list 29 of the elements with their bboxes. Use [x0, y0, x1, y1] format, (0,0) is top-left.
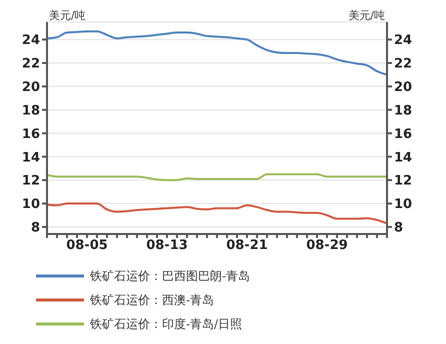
y2-tick-label: 20 — [394, 80, 412, 96]
y2-tick-label: 18 — [394, 103, 412, 118]
line-series — [46, 30, 388, 76]
y-tick-label: 18 — [22, 103, 40, 118]
y2-tick-label: 24 — [394, 33, 412, 48]
y-tick-label: 16 — [22, 126, 40, 142]
legend-label: 铁矿石运价：印度-青岛/日照 — [90, 316, 242, 332]
y-tick-label: 14 — [22, 150, 40, 166]
x-tick-label: 08-13 — [146, 238, 188, 254]
y2-tick-label: 8 — [394, 220, 404, 236]
y-tick-label: 10 — [22, 197, 40, 212]
y-tick-label: 20 — [22, 80, 40, 96]
y2-tick-label: 16 — [394, 126, 412, 142]
y-tick-label: 8 — [30, 220, 40, 236]
line-series — [46, 202, 388, 224]
y2-axis-title: 美元/吨 — [348, 9, 385, 22]
y2-tick-label: 22 — [394, 56, 412, 72]
x-tick-label: 08-29 — [306, 238, 348, 254]
x-tick-label: 08-21 — [226, 238, 268, 254]
y-axis-title: 美元/吨 — [49, 9, 86, 22]
y2-tick-label: 12 — [394, 174, 412, 189]
legend-label: 铁矿石运价：西澳-青岛 — [90, 292, 214, 308]
y2-tick-label: 10 — [394, 197, 412, 212]
y-tick-label: 24 — [22, 33, 40, 48]
y2-tick-label: 14 — [394, 150, 412, 166]
legend-label: 铁矿石运价：巴西图巴朗-青岛 — [90, 268, 250, 284]
y-tick-label: 22 — [22, 56, 40, 72]
x-tick-label: 08-05 — [66, 238, 108, 254]
y-tick-label: 12 — [22, 174, 40, 189]
